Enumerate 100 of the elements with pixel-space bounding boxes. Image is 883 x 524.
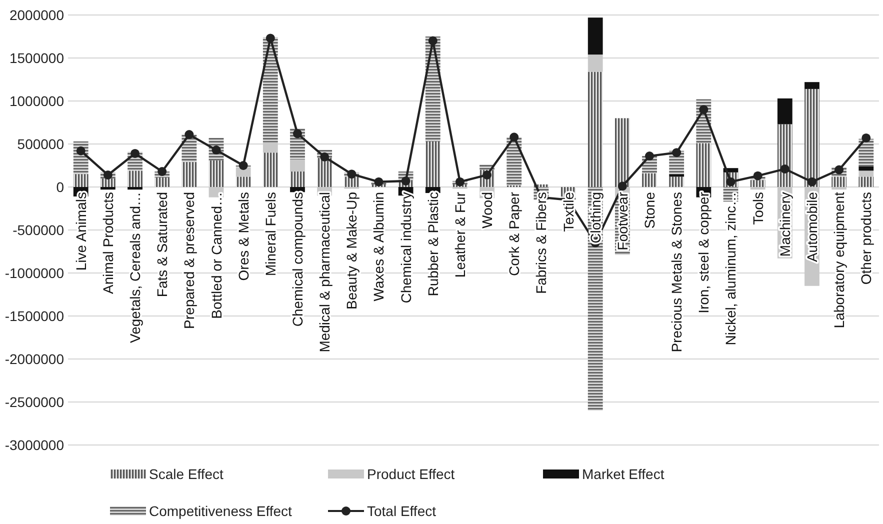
legend-label: Competitiveness Effect [149, 503, 292, 519]
bar [832, 187, 847, 190]
bar [128, 187, 142, 190]
y-tick-label: -3000000 [4, 437, 64, 453]
y-tick-label: -500000 [12, 222, 64, 238]
x-tick-label: Tools [750, 192, 766, 225]
bar [290, 172, 305, 187]
x-tick-label: Rubber & Plastic [424, 192, 441, 296]
x-tick-label: Mineral Fuels [262, 192, 278, 276]
bar [804, 82, 820, 89]
x-tick-label: Nickel, aluminum, zinc… [722, 192, 739, 346]
bar [614, 118, 630, 187]
bar [804, 88, 820, 187]
x-tick-label: Leather & Fur [452, 192, 468, 278]
x-tick-label: Animal Products [100, 192, 116, 294]
bar [832, 176, 847, 187]
point [103, 170, 112, 180]
bar [290, 159, 305, 172]
y-tick-label: -1000000 [4, 265, 64, 281]
x-tick-label: Vegetals, Cereals and… [127, 192, 144, 343]
point [699, 105, 708, 114]
point [320, 152, 330, 162]
point [672, 148, 682, 158]
y-tick-label: 1500000 [9, 50, 64, 66]
y-tick-label: -2500000 [4, 394, 64, 410]
bar [208, 160, 224, 187]
point [401, 176, 410, 186]
bar [858, 166, 874, 171]
x-tick-label: Prepared & preserved [181, 192, 198, 329]
legend-label: Market Effect [582, 466, 664, 482]
bar [750, 187, 766, 190]
x-tick-label: Wood [479, 192, 496, 228]
bar [750, 180, 766, 187]
point [266, 34, 275, 43]
point [238, 161, 248, 170]
legend-label: Scale Effect [149, 466, 224, 482]
y-tick-label: 1000000 [9, 93, 64, 109]
bar [588, 72, 603, 187]
x-tick-label: Chemical industry [398, 192, 414, 304]
y-tick-label: -1500000 [4, 308, 64, 324]
point [862, 133, 871, 142]
point [158, 167, 167, 176]
x-tick-label: Ores & Metals [235, 192, 252, 281]
point [130, 148, 140, 158]
x-tick-label: Live Animals [72, 192, 89, 271]
point [455, 177, 464, 186]
y-tick-label: 2000000 [9, 7, 64, 23]
bar [317, 158, 332, 187]
legend-label: Total Effect [367, 503, 436, 519]
y-tick-label: -2000000 [4, 351, 64, 367]
bar [73, 174, 88, 187]
bar [154, 178, 170, 187]
point [618, 182, 627, 191]
bar [182, 162, 197, 187]
x-tick-label: Footwear [614, 192, 630, 250]
bar [858, 176, 874, 187]
x-tick-label: Stone [642, 192, 658, 229]
point [807, 177, 816, 186]
x-tick-label: Cork & Paper [506, 192, 522, 276]
x-tick-label: Other products [858, 192, 874, 285]
bar [777, 124, 792, 187]
x-tick-label: Clothing [587, 192, 604, 244]
bar [588, 18, 603, 55]
legend-label: Product Effect [367, 466, 455, 482]
bar [858, 138, 874, 166]
point [753, 171, 762, 180]
bar [236, 168, 251, 177]
x-tick-label: Bottled or Canned… [208, 192, 224, 319]
bar [425, 141, 440, 187]
bar [262, 152, 278, 187]
bar [669, 174, 684, 177]
point [780, 164, 790, 174]
point [645, 152, 654, 161]
y-tick-label: 0 [56, 179, 64, 195]
bar [642, 173, 657, 187]
point [374, 177, 384, 186]
x-tick-label: Beauty & Make-Up [344, 192, 360, 310]
x-tick-label: Fabrics & Fibers [533, 192, 550, 294]
bar [100, 187, 116, 190]
x-tick-label: Laboratory equipment [831, 192, 848, 328]
point [510, 132, 519, 142]
x-tick-label: Automobile [804, 192, 820, 262]
point [292, 129, 302, 138]
x-tick-label: Textile [560, 192, 576, 232]
bar [100, 178, 116, 187]
bar [588, 54, 603, 72]
point [184, 130, 194, 140]
bar [696, 143, 712, 187]
point [428, 36, 438, 46]
bar [777, 98, 792, 124]
bar [262, 142, 278, 153]
y-tick-label: 500000 [17, 136, 64, 152]
bar [344, 176, 360, 187]
bar [236, 176, 251, 187]
bar [858, 170, 874, 177]
x-tick-label: Medical & pharmaceutical [316, 192, 333, 352]
point [347, 170, 356, 179]
point [76, 146, 86, 156]
x-tick-label: Waxes & Albumin [370, 192, 387, 302]
x-tick-label: Fats & Saturated [154, 192, 170, 298]
